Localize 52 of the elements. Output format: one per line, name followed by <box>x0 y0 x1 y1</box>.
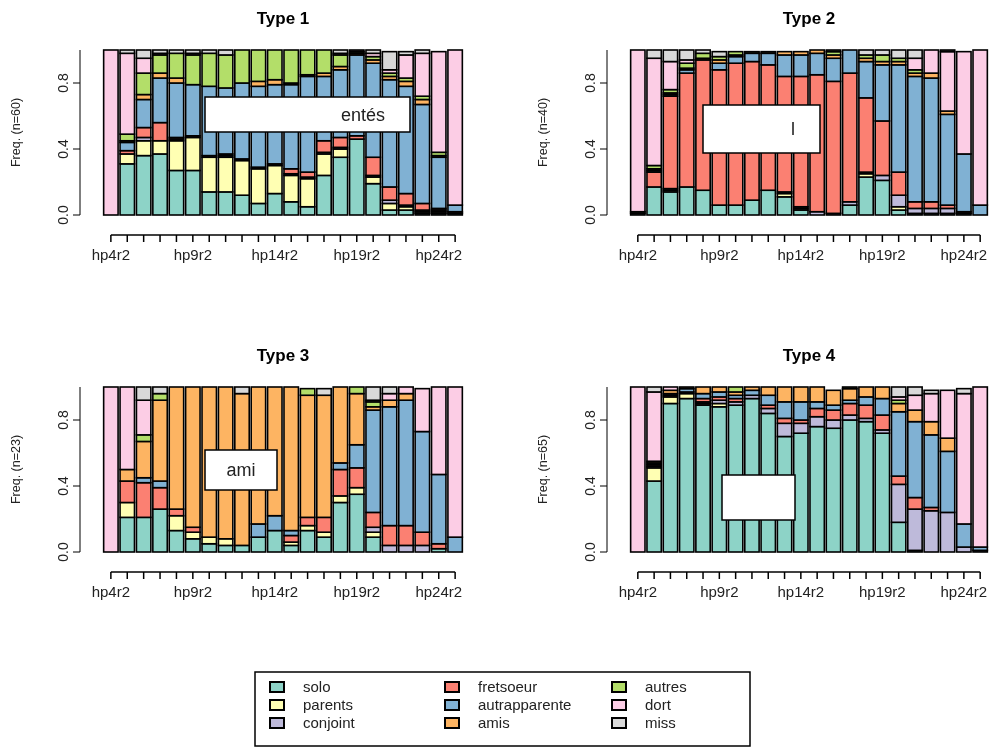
x-tick-label: hp19r2 <box>333 583 381 600</box>
y-tick-label: 0.4 <box>582 139 598 159</box>
legend-label: fretsoeur <box>478 678 538 695</box>
x-tick-label: hp24r2 <box>415 583 463 600</box>
y-tick-label: 0.4 <box>55 139 71 159</box>
x-tick-label: hp19r2 <box>333 246 381 263</box>
y-axis-title: Freq. (n=60) <box>9 97 23 168</box>
annotation: l <box>791 119 795 139</box>
x-tick-label: hp14r2 <box>777 583 825 600</box>
x-tick-label: hp14r2 <box>777 246 825 263</box>
y-tick-label: 0.0 <box>55 205 71 225</box>
legend-label: miss <box>645 714 676 731</box>
y-tick-label: 0.0 <box>55 542 71 562</box>
y-axis-title: Freq. (n=40) <box>536 97 550 168</box>
x-tick-label: hp24r2 <box>940 583 988 600</box>
annotation: entés <box>340 104 385 125</box>
x-tick-label: hp19r2 <box>859 583 906 600</box>
x-tick-label: hp19r2 <box>859 246 906 263</box>
legend-label: conjoint <box>303 714 356 731</box>
y-tick-label: 0.4 <box>55 476 71 496</box>
y-tick-label: 0.8 <box>55 410 71 430</box>
y-tick-label: 0.0 <box>582 542 598 562</box>
y-tick-label: 0.8 <box>55 73 71 93</box>
x-tick-label: hp4r2 <box>618 246 658 263</box>
legend-label: autres <box>645 678 687 695</box>
y-tick-label: 0.8 <box>582 73 598 93</box>
x-tick-label: hp4r2 <box>91 246 131 263</box>
legend-label: solo <box>303 678 331 695</box>
x-tick-label: hp9r2 <box>700 583 739 600</box>
y-tick-label: 0.8 <box>582 410 598 430</box>
legend-label: parents <box>303 696 354 713</box>
y-tick-label: 0.0 <box>582 205 598 225</box>
legend-label: autrapparente <box>478 696 572 713</box>
legend-label: dort <box>645 696 672 713</box>
x-tick-label: hp4r2 <box>618 583 658 600</box>
y-axis-title: Freq. (n=23) <box>9 434 23 505</box>
x-tick-label: hp9r2 <box>700 246 739 263</box>
chart-title: Type 1 <box>256 9 310 28</box>
y-axis-title: Freq. (n=65) <box>536 434 550 505</box>
x-tick-label: hp24r2 <box>415 246 463 263</box>
chart-title: Type 3 <box>256 346 310 365</box>
x-tick-label: hp14r2 <box>251 246 299 263</box>
x-tick-label: hp24r2 <box>940 246 988 263</box>
annotation: ami <box>226 460 256 480</box>
x-tick-label: hp9r2 <box>173 583 213 600</box>
x-tick-label: hp14r2 <box>251 583 299 600</box>
x-tick-label: hp9r2 <box>173 246 213 263</box>
chart-title: Type 2 <box>782 9 836 28</box>
x-tick-label: hp4r2 <box>91 583 131 600</box>
legend-label: amis <box>478 714 510 731</box>
y-tick-label: 0.4 <box>582 476 598 496</box>
chart-title: Type 4 <box>782 346 836 365</box>
